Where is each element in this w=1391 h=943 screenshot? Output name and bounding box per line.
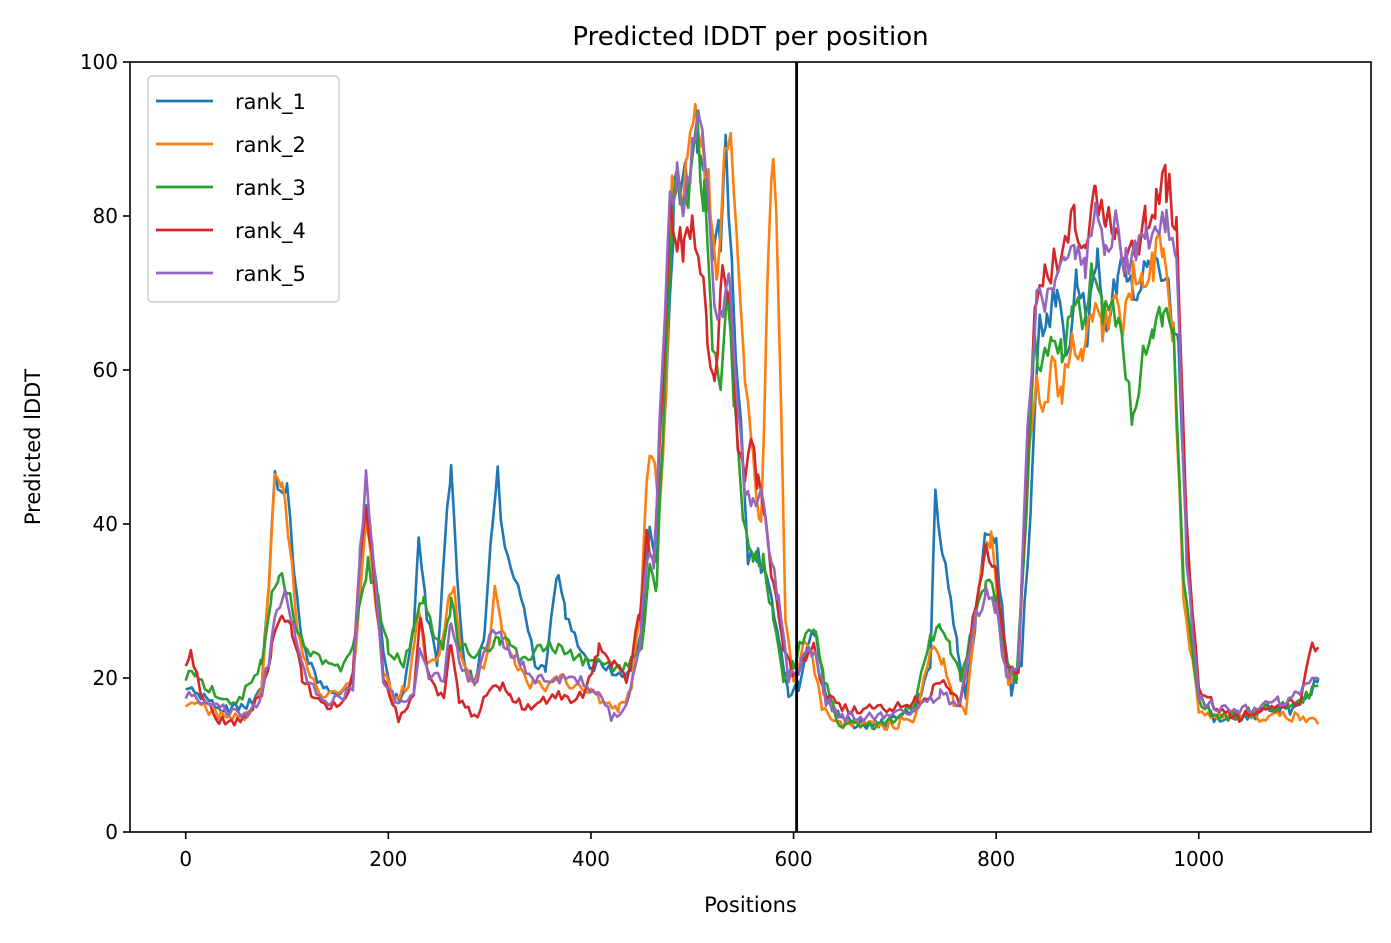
- legend-label: rank_5: [235, 262, 306, 287]
- x-tick-label: 200: [369, 847, 407, 871]
- legend-label: rank_2: [235, 133, 306, 158]
- y-tick-label: 20: [93, 666, 118, 690]
- y-tick-label: 40: [93, 512, 118, 536]
- x-tick-label: 600: [774, 847, 812, 871]
- ticks-layer: 0 200 400 600 800 1000 0 20 40 60 80 100: [80, 50, 1224, 871]
- y-axis-label: Predicted lDDT: [21, 369, 45, 525]
- x-tick-label: 400: [572, 847, 610, 871]
- legend-label: rank_3: [235, 176, 306, 201]
- x-axis-label: Positions: [704, 893, 797, 917]
- y-tick-label: 100: [80, 50, 118, 74]
- legend-box: [147, 75, 340, 303]
- x-tick-label: 0: [179, 847, 192, 871]
- legend-label: rank_1: [235, 90, 306, 115]
- series-layer: [184, 62, 1320, 832]
- y-tick-label: 80: [93, 204, 118, 228]
- x-tick-label: 800: [977, 847, 1015, 871]
- plot-frame: [129, 61, 1372, 833]
- y-tick-label: 60: [93, 358, 118, 382]
- x-tick-label: 1000: [1173, 847, 1224, 871]
- y-tick-label: 0: [105, 820, 118, 844]
- chart-title: Predicted lDDT per position: [572, 22, 928, 52]
- series-line-rank-5: [184, 109, 1319, 724]
- legend-label: rank_4: [235, 219, 306, 244]
- legend: rank_1 rank_2 rank_3 rank_4 rank_5: [147, 75, 340, 303]
- series-line-rank-3: [184, 109, 1319, 731]
